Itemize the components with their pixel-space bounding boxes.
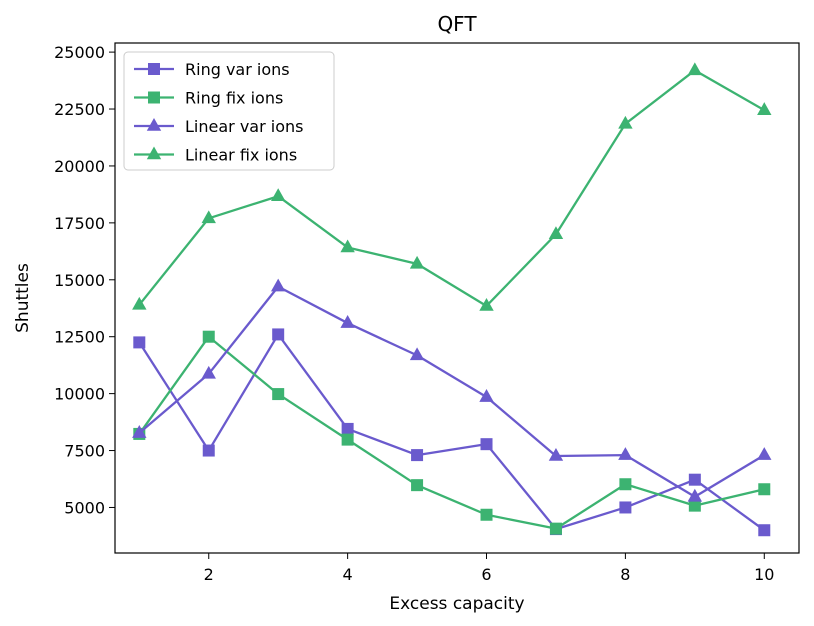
data-point — [480, 508, 493, 521]
data-point — [619, 501, 632, 514]
legend-marker — [148, 63, 160, 75]
legend-item: Ring fix ions — [134, 89, 283, 108]
legend-box — [123, 51, 335, 171]
x-axis: 2 4 6 8 10 — [204, 553, 774, 584]
data-point — [757, 102, 772, 115]
data-point — [480, 438, 493, 451]
data-point — [549, 522, 562, 535]
y-tick-label: 15000 — [54, 271, 105, 290]
series-line — [138, 285, 765, 498]
y-tick-label: 22500 — [54, 100, 105, 119]
plot-frame — [114, 42, 800, 554]
plot-series — [132, 62, 772, 537]
data-point — [758, 524, 771, 537]
legend: Ring var ions Ring fix ions Linear var ion… — [123, 51, 335, 171]
data-point — [201, 210, 216, 224]
data-point — [619, 478, 632, 491]
data-point — [409, 347, 425, 361]
y-tick-label: 12500 — [54, 328, 105, 347]
y-tick-label: 25000 — [54, 43, 105, 62]
data-point — [618, 115, 633, 129]
series-line — [138, 335, 765, 530]
data-point — [270, 278, 286, 292]
x-axis-label: Excess capacity — [389, 594, 524, 614]
series-line — [138, 333, 765, 532]
data-point — [132, 296, 147, 310]
series-linear-fix-ions — [132, 62, 772, 311]
data-point — [409, 255, 425, 269]
y-tick-label: 7500 — [64, 442, 105, 461]
x-tick-label: 4 — [343, 565, 353, 584]
data-point — [341, 433, 354, 446]
legend-label: Linear fix ions — [185, 146, 297, 165]
data-point — [757, 447, 772, 460]
chart-title: QFT — [437, 12, 477, 36]
data-point — [341, 422, 354, 435]
legend-marker — [146, 146, 162, 160]
legend-marker — [148, 91, 160, 104]
data-point — [202, 330, 215, 343]
y-axis-label: Shuttles — [13, 263, 33, 333]
series-linear-var-ions — [132, 278, 772, 502]
data-point — [548, 226, 564, 240]
x-tick-label: 2 — [204, 565, 214, 584]
legend-label: Ring fix ions — [185, 89, 283, 108]
legend-marker — [146, 118, 162, 131]
data-point — [688, 473, 701, 486]
y-tick-label: 17500 — [54, 214, 105, 233]
data-point — [411, 479, 424, 492]
data-point — [688, 499, 701, 512]
x-tick-label: 6 — [481, 565, 491, 584]
series-line — [138, 69, 765, 308]
data-point — [411, 449, 424, 462]
x-tick-label: 8 — [620, 565, 630, 584]
data-point — [132, 425, 147, 438]
y-tick-label: 5000 — [64, 498, 105, 517]
legend-item: Linear fix ions — [134, 146, 297, 165]
data-point — [340, 315, 355, 328]
data-point — [758, 483, 771, 496]
x-tick-label: 10 — [754, 565, 774, 584]
data-point — [687, 62, 703, 76]
data-point — [202, 444, 215, 457]
data-point — [479, 297, 494, 311]
data-point — [687, 488, 703, 502]
data-point — [340, 239, 355, 253]
data-point — [133, 336, 146, 349]
y-tick-label: 10000 — [54, 385, 105, 404]
data-point — [201, 365, 216, 379]
legend-item: Ring var ions — [134, 60, 290, 79]
legend-label: Linear var ions — [185, 117, 303, 136]
data-point — [548, 448, 564, 461]
data-point — [272, 328, 285, 341]
data-point — [618, 447, 633, 460]
data-point — [479, 389, 494, 402]
legend-label: Ring var ions — [185, 60, 290, 79]
data-point — [270, 188, 286, 202]
data-point — [272, 388, 285, 401]
legend-item: Linear var ions — [134, 117, 303, 136]
series-ring-fix-ions — [133, 330, 771, 535]
y-axis: 5000 7500 10000 12500 15000 17500 20000 22500 25… — [54, 43, 115, 517]
y-tick-label: 20000 — [54, 157, 105, 176]
